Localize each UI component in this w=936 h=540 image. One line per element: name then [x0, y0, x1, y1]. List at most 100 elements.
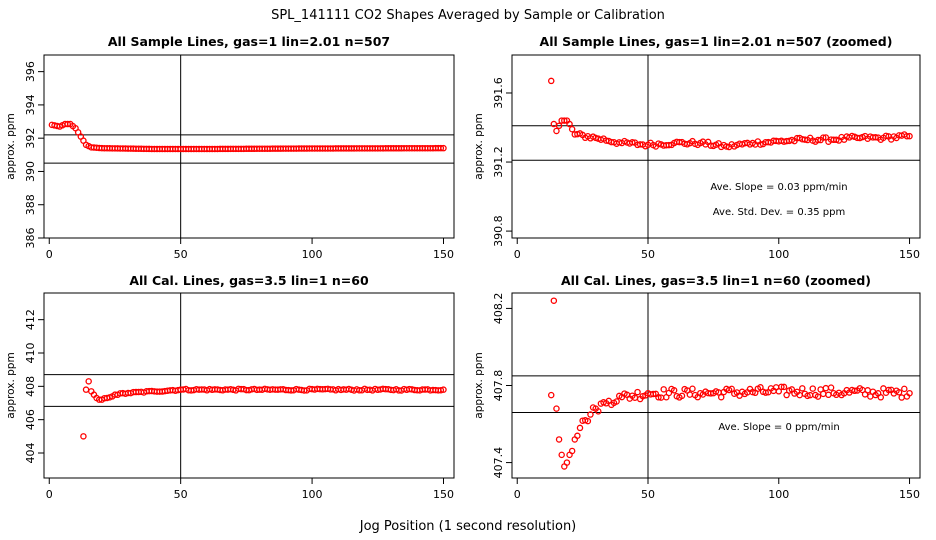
data-point	[717, 393, 725, 401]
y-tick-label: 408.2	[492, 293, 505, 325]
data-point	[655, 394, 662, 401]
x-tick-label: 0	[46, 488, 53, 501]
data-point	[660, 386, 667, 393]
data-point	[440, 386, 447, 393]
figure-title: SPL_141111 CO2 Shapes Averaged by Sample…	[271, 8, 665, 23]
y-tick-label: 391.6	[492, 77, 505, 109]
x-tick-label: 0	[514, 488, 521, 501]
y-tick-label: 412	[24, 309, 37, 330]
data-point	[903, 132, 911, 140]
data-point	[827, 384, 835, 391]
y-axis-label: approx. ppm	[5, 352, 17, 418]
data-point	[851, 387, 858, 395]
plot-frame	[43, 54, 455, 239]
data-point	[595, 408, 602, 415]
y-tick-label: 396	[24, 61, 37, 82]
data-point	[678, 392, 686, 400]
data-point	[707, 390, 715, 397]
y-tick-label: 390	[24, 161, 37, 182]
annotation: Ave. Std. Dev. = 0.35 ppm	[713, 207, 845, 218]
y-tick-label: 391.2	[492, 146, 505, 178]
y-tick-label: 407.8	[492, 370, 505, 402]
data-point	[576, 424, 584, 432]
x-tick-label: 50	[174, 488, 188, 501]
panel-4: All Cal. Lines, gas=3.5 lin=1 n=60 (zoom…	[473, 273, 921, 501]
panel-3: All Cal. Lines, gas=3.5 lin=1 n=60 0 50 100…	[5, 273, 455, 501]
data-point	[799, 385, 806, 392]
data-point	[555, 436, 563, 443]
data-point	[550, 297, 558, 304]
data-point	[558, 451, 565, 459]
data-point	[587, 411, 594, 418]
data-point	[864, 387, 871, 394]
plot-frame	[511, 54, 921, 239]
data-point	[553, 127, 560, 135]
data-point	[686, 391, 694, 398]
data-point	[882, 132, 890, 140]
data-point	[728, 385, 735, 393]
data-point	[566, 120, 573, 128]
data-point	[613, 398, 620, 405]
data-point	[822, 384, 830, 392]
panel-2: All Sample Lines, gas=1 lin=2.01 n=507 (…	[473, 34, 921, 261]
y-tick-label: 404	[24, 443, 37, 464]
data-point	[689, 385, 696, 393]
y-tick-label: 390.8	[492, 215, 505, 247]
data-point	[437, 144, 445, 152]
data-point	[553, 405, 560, 412]
x-tick-label: 100	[302, 488, 323, 501]
data-point	[872, 134, 879, 141]
annotation: Ave. Slope = 0.03 ppm/min	[710, 182, 847, 193]
chart-panels: All Sample Lines, gas=1 lin=2.01 n=507 0 5…	[5, 34, 921, 501]
data-point	[64, 120, 71, 128]
data-point	[568, 447, 576, 455]
data-point	[437, 386, 445, 394]
y-tick-label: 410	[24, 343, 37, 364]
x-tick-label: 100	[302, 248, 323, 261]
y-tick-label: 386	[24, 228, 37, 249]
x-tick-label: 0	[46, 248, 53, 261]
x-tick-label: 0	[514, 248, 521, 261]
data-point	[547, 391, 555, 399]
data-point	[629, 139, 636, 146]
y-tick-label: 388	[24, 194, 37, 215]
panel-title: All Cal. Lines, gas=3.5 lin=1 n=60 (zoom…	[561, 273, 871, 288]
data-point	[563, 459, 571, 466]
data-point	[780, 383, 788, 391]
data-point	[649, 390, 657, 398]
x-tick-label: 50	[641, 488, 655, 501]
x-tick-label: 50	[641, 248, 655, 261]
y-tick-label: 406	[24, 409, 37, 430]
data-point	[440, 144, 447, 152]
data-point	[723, 143, 730, 150]
data-point	[85, 378, 92, 385]
data-point	[584, 417, 592, 425]
x-axis-label: Jog Position (1 second resolution)	[359, 519, 577, 534]
data-point	[547, 77, 555, 85]
y-axis-label: approx. ppm	[473, 113, 485, 179]
x-tick-label: 50	[174, 248, 188, 261]
data-point	[814, 136, 822, 144]
data-point	[80, 433, 87, 440]
x-tick-label: 150	[899, 488, 920, 501]
x-tick-label: 150	[899, 248, 920, 261]
data-point	[634, 388, 641, 396]
data-point	[895, 389, 903, 396]
data-point	[762, 389, 769, 396]
panel-1: All Sample Lines, gas=1 lin=2.01 n=507 0 5…	[5, 34, 455, 261]
data-point	[670, 387, 678, 394]
y-axis-label: approx. ppm	[473, 352, 485, 418]
data-point	[568, 125, 576, 133]
data-point	[665, 141, 673, 149]
x-tick-label: 150	[433, 248, 454, 261]
data-point	[814, 393, 822, 400]
data-point	[809, 385, 817, 392]
annotation: Ave. Slope = 0 ppm/min	[718, 422, 839, 433]
panel-title: All Sample Lines, gas=1 lin=2.01 n=507 (…	[540, 34, 893, 49]
panel-title: All Cal. Lines, gas=3.5 lin=1 n=60	[129, 273, 369, 288]
x-tick-label: 100	[768, 248, 789, 261]
data-point	[574, 432, 581, 440]
data-point	[82, 386, 90, 393]
data-point	[555, 122, 563, 130]
